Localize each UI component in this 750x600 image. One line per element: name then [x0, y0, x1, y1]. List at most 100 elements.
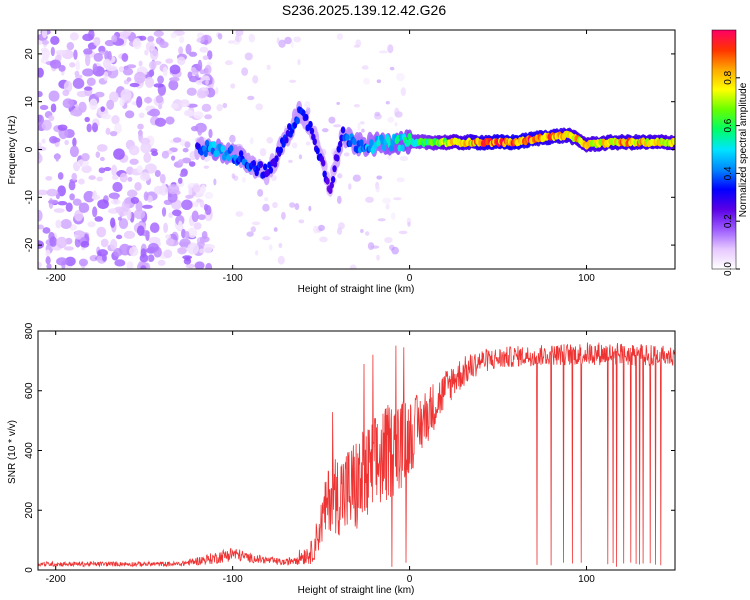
ridge-cell	[229, 144, 234, 152]
noise-cell	[98, 45, 106, 54]
noise-cell	[193, 222, 202, 230]
noise-cell	[55, 49, 67, 56]
noise-cell	[365, 196, 374, 203]
noise-cell	[70, 109, 83, 117]
noise-cell	[139, 253, 149, 263]
noise-cell	[182, 147, 189, 153]
noise-cell	[110, 199, 121, 205]
noise-cell	[82, 68, 94, 77]
noise-cell	[45, 175, 53, 181]
ridge-cell	[322, 170, 327, 178]
noise-cell	[130, 196, 140, 204]
noise-cell	[264, 197, 269, 202]
noise-cell	[38, 209, 43, 222]
noise-cell	[396, 72, 405, 82]
ridge-cell	[309, 127, 315, 135]
noise-cell	[215, 87, 219, 95]
noise-cell	[102, 58, 112, 69]
noise-cell	[94, 91, 105, 98]
noise-cell	[100, 106, 106, 112]
noise-cell	[105, 127, 111, 135]
x-tick-label: -200	[46, 273, 66, 284]
noise-cell	[141, 204, 153, 209]
ridge-cell	[274, 155, 279, 163]
noise-cell	[110, 217, 116, 228]
noise-cell	[170, 155, 176, 161]
noise-cell	[72, 137, 77, 148]
ridge-cell	[212, 141, 217, 149]
noise-cell	[93, 52, 103, 62]
noise-cell	[376, 254, 380, 261]
ridge-cell	[262, 163, 268, 171]
noise-cell	[216, 103, 223, 112]
noise-cell	[192, 184, 201, 193]
noise-cell	[39, 104, 49, 111]
ridge-cell	[329, 181, 334, 189]
noise-cell	[149, 48, 159, 61]
noise-cell	[284, 36, 292, 45]
noise-cell	[74, 209, 84, 222]
snr-x-ticks: -200 -100 0 100	[46, 331, 595, 585]
noise-cell	[117, 216, 122, 221]
noise-cell	[235, 211, 244, 217]
noise-cell	[53, 208, 65, 213]
noise-cell	[194, 261, 205, 269]
noise-cell	[38, 67, 44, 78]
noise-cell	[83, 190, 95, 203]
noise-cell	[375, 184, 380, 193]
ridge-cell	[272, 160, 278, 168]
noise-cell	[227, 40, 235, 44]
noise-cell	[248, 33, 256, 43]
noise-cell	[50, 46, 55, 57]
noise-cell	[123, 230, 136, 239]
noise-cell	[109, 130, 118, 137]
noise-cell	[85, 54, 91, 67]
ridge-cell	[308, 120, 313, 128]
noise-cell	[177, 159, 184, 166]
noise-cell	[177, 56, 186, 66]
noise-cell	[114, 259, 126, 267]
noise-cell	[224, 60, 233, 66]
noise-cell	[126, 261, 134, 269]
noise-cell	[149, 222, 160, 234]
noise-cell	[92, 190, 98, 200]
noise-cell	[148, 242, 159, 253]
noise-cell	[177, 177, 183, 184]
noise-cell	[111, 34, 118, 43]
noise-cell	[231, 173, 236, 179]
ridge-cell	[332, 165, 337, 173]
ridge-cell	[328, 187, 333, 195]
noise-cell	[112, 175, 119, 181]
noise-cell	[84, 116, 90, 123]
noise-cell	[111, 164, 118, 177]
ridge-cell	[295, 117, 300, 125]
noise-cell	[140, 265, 147, 269]
noise-cell	[241, 177, 246, 183]
noise-cell	[259, 148, 267, 157]
noise-cell	[127, 176, 133, 182]
ridge-cell	[359, 139, 364, 147]
noise-cell	[133, 208, 146, 220]
ridge-cell	[214, 149, 220, 157]
noise-cell	[179, 172, 186, 177]
noise-cell	[75, 60, 80, 72]
noise-cell	[94, 216, 104, 222]
noise-cell	[266, 137, 274, 144]
noise-cell	[139, 172, 151, 182]
noise-cell	[171, 209, 182, 217]
noise-cell	[126, 64, 137, 69]
ridge-cell	[321, 159, 326, 167]
noise-cell	[146, 110, 157, 116]
ridge-cell	[226, 154, 231, 162]
noise-cell	[343, 152, 350, 157]
noise-cell	[188, 51, 198, 57]
ridge-cell	[281, 140, 286, 148]
noise-cell	[165, 58, 174, 64]
noise-cell	[312, 225, 319, 234]
noise-cell	[317, 224, 325, 232]
noise-cell	[376, 175, 383, 180]
noise-cell	[119, 243, 131, 256]
noise-cell	[137, 123, 144, 130]
noise-cell	[145, 41, 156, 52]
noise-cell	[147, 35, 155, 43]
